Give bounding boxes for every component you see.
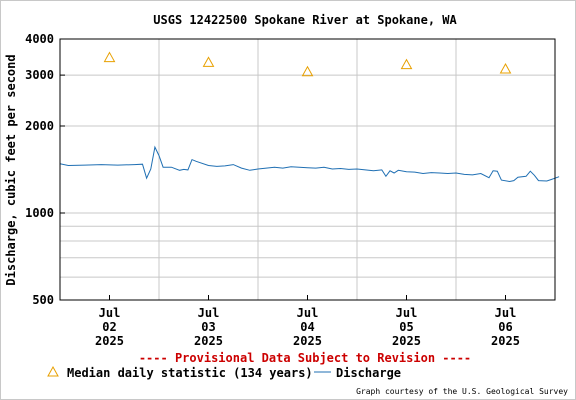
x-tick-label: 2025 [194,334,223,348]
median-marker [301,65,314,77]
x-tick-label: 04 [300,320,314,334]
x-tick-label: Jul [198,306,220,320]
y-tick-label: 4000 [25,32,54,46]
median-marker [400,58,413,70]
legend: Median daily statistic (134 years) Disch… [47,365,401,380]
median-marker [499,62,512,74]
x-tick-label: 2025 [293,334,322,348]
legend-label-median: Median daily statistic (134 years) [67,366,313,380]
y-tick-label: 2000 [25,119,54,133]
x-tick-label: 2025 [95,334,124,348]
text-layer: USGS 12422500 Spokane River at Spokane, … [4,13,568,396]
courtesy-note: Graph courtesy of the U.S. Geological Su… [356,387,568,396]
x-tick-label: Jul [396,306,418,320]
median-marker [202,56,215,67]
x-tick-label: 02 [102,320,116,334]
x-tick-label: 03 [201,320,215,334]
provisional-notice: ---- Provisional Data Subject to Revisio… [139,351,471,365]
x-tick-label: Jul [297,306,319,320]
plot-border [59,38,556,301]
series-layer [59,51,560,183]
grid-layer [60,38,555,301]
x-tick-label: 06 [498,320,512,334]
x-tick-label: Jul [495,306,517,320]
y-tick-label: 500 [32,293,54,307]
y-axis-label: Discharge, cubic feet per second [4,54,18,285]
discharge-line [59,145,560,183]
y-tick-label: 3000 [25,68,54,82]
x-tick-label: Jul [99,306,121,320]
x-tick-label: 05 [399,320,413,334]
chart-title: USGS 12422500 Spokane River at Spokane, … [153,13,457,27]
x-tick-label: 2025 [392,334,421,348]
y-tick-label: 1000 [25,206,54,220]
legend-triangle-icon [47,365,59,377]
x-tick-label: 2025 [491,334,520,348]
legend-label-discharge: Discharge [336,366,401,380]
median-marker [103,51,116,63]
